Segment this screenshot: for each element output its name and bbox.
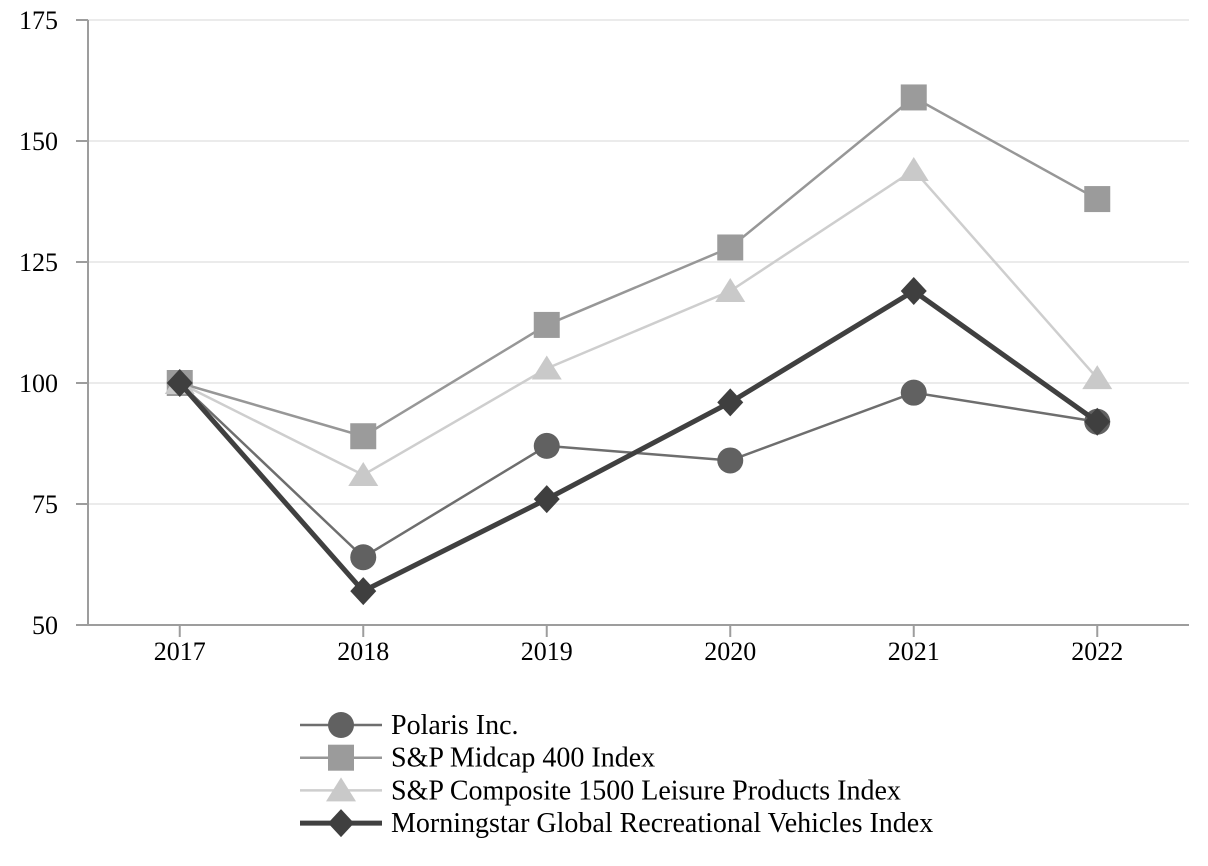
x-axis-tick-label: 2017 xyxy=(154,637,206,666)
data-point-triangle-marker xyxy=(1082,365,1113,390)
legend-circle-marker xyxy=(328,712,354,738)
legend-square-marker xyxy=(328,744,354,771)
data-point-diamond-marker xyxy=(166,369,193,397)
x-axis-tick-label: 2020 xyxy=(704,637,756,666)
y-axis-tick-label: 75 xyxy=(32,490,58,519)
y-axis-tick-label: 100 xyxy=(19,369,58,398)
data-point-diamond-marker xyxy=(533,485,560,514)
data-point-diamond-marker xyxy=(350,577,377,606)
series-line-diamond xyxy=(177,288,1099,595)
series-line-square xyxy=(179,95,1098,438)
legend-label: S&P Midcap 400 Index xyxy=(391,743,655,774)
x-axis-tick-label: 2018 xyxy=(337,637,389,666)
data-point-square-marker xyxy=(900,84,927,111)
y-axis-tick-label: 175 xyxy=(19,6,58,35)
data-point-square-marker xyxy=(533,311,560,338)
data-point-diamond-marker xyxy=(900,277,927,306)
data-point-triangle-marker xyxy=(898,157,929,182)
x-axis-tick-label: 2021 xyxy=(888,637,940,666)
x-axis-tick-label: 2019 xyxy=(521,637,573,666)
data-point-square-marker xyxy=(350,423,377,450)
x-axis-tick-label: 2022 xyxy=(1071,637,1123,666)
data-point-triangle-marker xyxy=(531,355,562,380)
y-axis-tick-label: 150 xyxy=(19,127,58,156)
data-point-diamond-marker xyxy=(1084,407,1111,436)
legend-diamond-marker xyxy=(328,809,354,838)
data-point-square-marker xyxy=(717,234,744,261)
legend-label: Polaris Inc. xyxy=(391,710,519,741)
data-point-square-marker xyxy=(1084,186,1111,213)
data-point-circle-marker xyxy=(900,379,927,406)
y-axis-tick-label: 50 xyxy=(32,611,58,640)
series-line-triangle xyxy=(179,168,1099,477)
data-point-circle-marker xyxy=(533,432,560,459)
series-line-circle xyxy=(178,382,1098,559)
data-point-triangle-marker xyxy=(715,278,746,303)
data-point-diamond-marker xyxy=(717,388,744,417)
legend-label: Morningstar Global Recreational Vehicles… xyxy=(391,808,933,839)
legend-label: S&P Composite 1500 Leisure Products Inde… xyxy=(391,775,901,806)
legend-triangle-marker xyxy=(326,777,356,802)
data-point-triangle-marker xyxy=(348,461,379,486)
data-point-circle-marker xyxy=(350,544,377,571)
y-axis-tick-label: 125 xyxy=(19,248,58,277)
data-point-circle-marker xyxy=(717,447,744,474)
